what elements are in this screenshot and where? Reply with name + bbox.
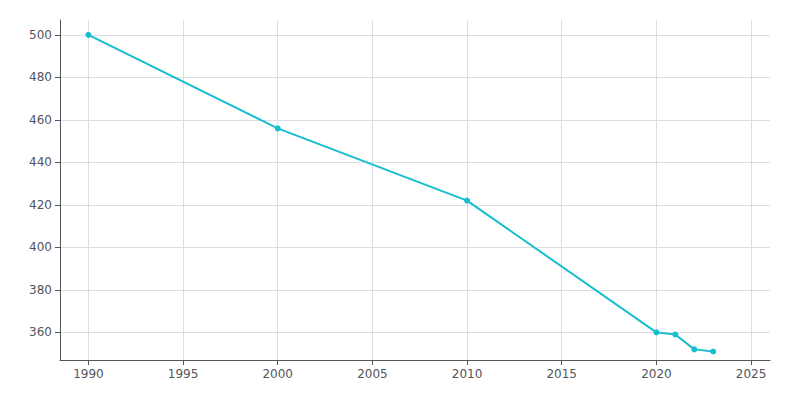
svg-text:380: 380 [29, 283, 52, 297]
svg-text:360: 360 [29, 325, 52, 339]
svg-text:480: 480 [29, 70, 52, 84]
svg-text:2010: 2010 [452, 367, 483, 381]
svg-text:2015: 2015 [546, 367, 577, 381]
svg-text:2000: 2000 [262, 367, 293, 381]
svg-text:420: 420 [29, 198, 52, 212]
svg-text:500: 500 [29, 28, 52, 42]
svg-text:2020: 2020 [641, 367, 672, 381]
svg-text:1990: 1990 [73, 367, 104, 381]
svg-text:2005: 2005 [357, 367, 388, 381]
svg-text:400: 400 [29, 240, 52, 254]
svg-text:460: 460 [29, 113, 52, 127]
svg-text:2025: 2025 [736, 367, 767, 381]
svg-text:440: 440 [29, 155, 52, 169]
svg-text:1995: 1995 [168, 367, 199, 381]
